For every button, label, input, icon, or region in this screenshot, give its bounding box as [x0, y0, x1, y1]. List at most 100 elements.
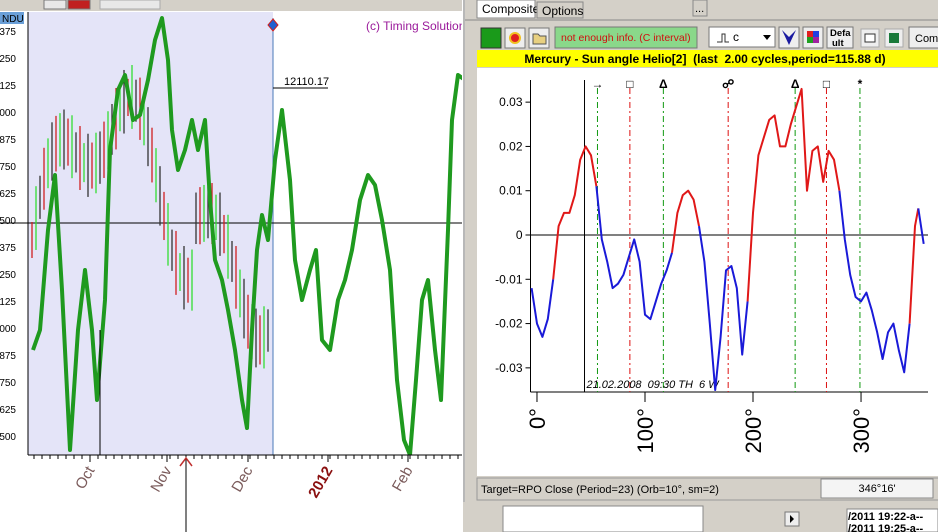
default-button-label[interactable]: ult: [832, 38, 844, 49]
time-axis-area: [0, 455, 465, 532]
log-area: [846, 508, 938, 532]
y-label: 125: [0, 81, 16, 92]
status-text: Target=RPO Close (Period=23) (Orb=10°, s…: [481, 484, 719, 496]
y-tick-label: 0.01: [499, 184, 523, 198]
dropdown-icon: [717, 33, 729, 43]
more-button-label[interactable]: ...: [695, 3, 704, 15]
toolbar-strip: [0, 0, 465, 11]
chart-title: Mercury - Sun angle Helio[2] (last 2.00 …: [524, 52, 885, 66]
curve-segment: [530, 279, 555, 338]
y-tick-label: 0: [516, 228, 523, 242]
tab[interactable]: Composite: [482, 2, 540, 16]
y-label: 125: [0, 297, 16, 308]
tool-button[interactable]: [99, 0, 161, 10]
y-label: 875: [0, 351, 16, 362]
swatch: [807, 31, 813, 37]
y-tick-label: -0.03: [495, 361, 523, 375]
swatch: [813, 37, 819, 43]
y-label: 375: [0, 243, 16, 254]
dropdown-arrow: [763, 35, 771, 40]
y-labels: 375 250 125 000 875 750 625 500 375 250 125 000 875 7…: [0, 27, 16, 443]
tab-active[interactable]: [476, 0, 536, 19]
index-box: [0, 12, 24, 24]
info-text: not enough info. (C interval): [561, 32, 691, 44]
aspect-symbol: □: [823, 77, 830, 91]
y-label: 625: [0, 405, 16, 416]
background-chart: NDU (c) Timing Solution 12110.17 375 250 1…: [0, 0, 465, 532]
composite-window: Composite Options ... not enough info. (…: [463, 0, 938, 512]
now-marker[interactable]: [267, 18, 279, 32]
date-arrow: [179, 456, 193, 467]
y-label: 750: [0, 378, 16, 389]
tab[interactable]: [536, 1, 584, 19]
swatch: [807, 37, 813, 43]
aspect-symbol: ☍: [722, 77, 734, 91]
x-tick-label: 100°: [633, 408, 658, 454]
print-icon: [864, 33, 876, 43]
y-label: 000: [0, 324, 16, 335]
tool-button[interactable]: [43, 0, 67, 10]
list-area: [502, 505, 704, 532]
curve-segment: [917, 208, 925, 245]
y-tick-label: -0.01: [495, 272, 523, 286]
v-icon: [782, 30, 796, 45]
y-tick-label: 0.02: [499, 139, 523, 153]
aspect-symbol: *: [858, 77, 863, 91]
default-button[interactable]: [826, 26, 854, 49]
y-label: 000: [0, 108, 16, 119]
aspect-symbol: □: [626, 77, 633, 91]
compose-button[interactable]: [908, 26, 938, 49]
x-tick-label: 0°: [525, 408, 550, 429]
curve-segment: [838, 190, 911, 374]
y-label: 750: [0, 162, 16, 173]
scroll-arrow: [790, 515, 794, 523]
excel-icon: [889, 33, 899, 43]
date-annotation: 21.02.2008 09:30 TH 6 W: [586, 379, 721, 391]
dropdown-value[interactable]: c: [733, 30, 739, 44]
history-area: [28, 12, 273, 455]
curve-segment: [908, 208, 920, 324]
projection-line: [31, 16, 465, 457]
tab[interactable]: Options: [542, 4, 583, 18]
y-label: 500: [0, 432, 16, 443]
y-label: 500: [0, 216, 16, 227]
curve-segment: [671, 189, 700, 253]
y-label: 625: [0, 189, 16, 200]
folder-icon: [532, 33, 547, 45]
aspect-symbol: →: [591, 77, 603, 91]
aspect-symbol: Δ: [659, 77, 668, 91]
color-button[interactable]: [480, 27, 502, 49]
y-label: 250: [0, 54, 16, 65]
window-content: Composite Options ... not enough info. (…: [465, 0, 938, 501]
y-label: 375: [0, 27, 16, 38]
x-tick-label: 300°: [849, 408, 874, 454]
y-label: 250: [0, 270, 16, 281]
curve-segment: [595, 186, 673, 321]
curve-segment: [698, 225, 749, 391]
y-tick-label: 0.03: [499, 95, 523, 109]
more-button[interactable]: [692, 0, 708, 17]
plot: 0.03 0.02 0.01 0 -0.01 -0.02 -0.03 0° 100° 200° 30…: [495, 77, 928, 454]
curve-segment: [552, 145, 598, 280]
angle-box: [820, 478, 934, 499]
title-bar: [477, 50, 938, 67]
x-tick-label: 200°: [741, 408, 766, 454]
log-line: /2011 19:22-a--: [848, 511, 924, 523]
aspect-symbol: Δ: [791, 77, 800, 91]
y-label: 875: [0, 135, 16, 146]
info-box: [554, 26, 698, 49]
swatch: [813, 31, 819, 37]
price-label: 12110.17: [284, 76, 329, 88]
log-line: /2011 19:25-a--: [848, 523, 924, 532]
index-label: NDU: [2, 14, 24, 25]
default-button-label[interactable]: Defa: [830, 28, 851, 39]
tool-button[interactable]: [67, 0, 91, 10]
curve-segment: [746, 87, 841, 302]
copyright: (c) Timing Solution: [366, 19, 465, 33]
lower-window: /2011 19:22-a-- /2011 19:25-a--: [463, 502, 938, 532]
y-axis-area: [0, 12, 28, 455]
target-icon: [509, 32, 521, 44]
y-tick-label: -0.02: [495, 317, 523, 331]
compose-button-label[interactable]: Com: [915, 33, 938, 45]
angle-text: 346°16': [858, 483, 895, 495]
